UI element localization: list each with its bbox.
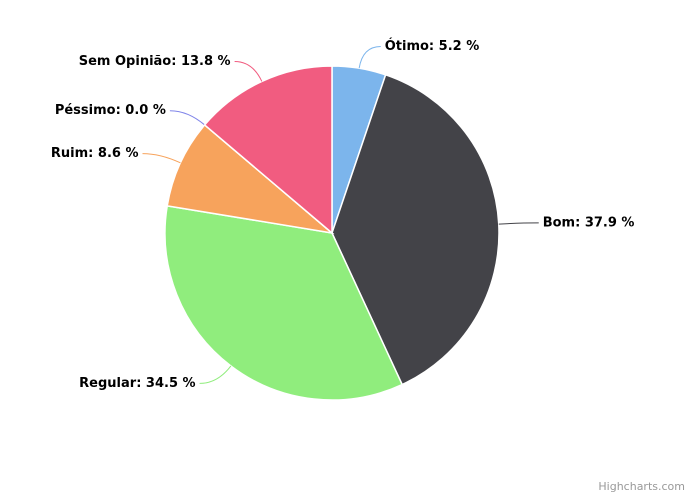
pie-slice	[331, 73, 500, 386]
connector	[169, 110, 205, 126]
pie-slice	[166, 123, 335, 235]
credits[interactable]: Highcharts.com	[598, 480, 685, 493]
connector	[358, 46, 381, 69]
data-label: Ruim: 8.6 %	[51, 146, 139, 161]
pie-slice	[203, 65, 333, 235]
connector	[199, 365, 232, 384]
connector	[234, 60, 263, 82]
data-label: Péssimo: 0.0 %	[55, 103, 166, 118]
data-label: Ótimo: 5.2 %	[385, 38, 480, 54]
data-label: Sem Opinião: 13.8 %	[79, 54, 231, 69]
connector	[142, 153, 181, 164]
connector	[498, 222, 539, 225]
data-label: Bom: 37.9 %	[543, 215, 635, 230]
data-label: Regular: 34.5 %	[79, 376, 195, 391]
